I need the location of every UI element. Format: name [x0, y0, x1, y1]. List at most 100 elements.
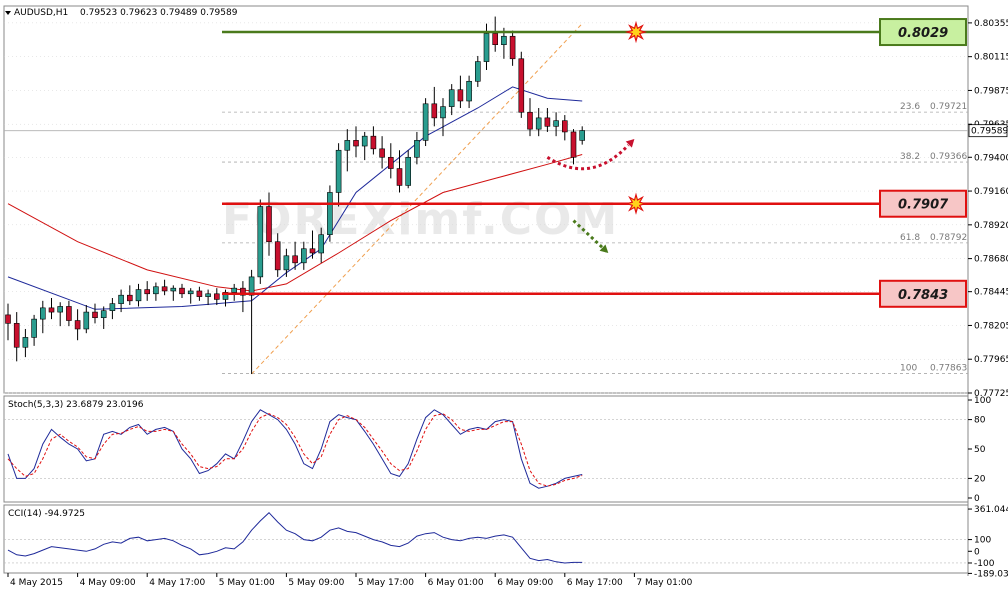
candle-body — [387, 156, 394, 169]
candle-body — [579, 130, 586, 141]
arrow-head-icon — [599, 244, 609, 253]
candle-body — [100, 310, 107, 319]
candle-body — [144, 289, 150, 295]
arrow-head-icon — [625, 138, 635, 148]
candle-body — [344, 140, 351, 151]
candle-body — [31, 318, 37, 338]
candle-body — [161, 286, 168, 292]
candle-body — [127, 294, 133, 302]
candle-body — [187, 290, 194, 295]
candle-body — [214, 293, 220, 300]
level-label: 0.8029 — [898, 26, 948, 41]
y-tick-label: 0.77725 — [974, 389, 1008, 399]
candle-body — [231, 287, 237, 293]
stoch-tick-label: 0 — [974, 494, 980, 504]
candle-body — [414, 140, 420, 158]
level-label: 0.7843 — [898, 288, 948, 303]
candle-body — [274, 241, 281, 271]
candle-body — [318, 234, 325, 254]
x-tick-label: 6 May 17:00 — [567, 578, 623, 588]
candle-body — [370, 135, 377, 150]
x-tick-label: 4 May 09:00 — [80, 578, 136, 588]
candle-body — [83, 311, 90, 330]
trendline — [251, 23, 583, 375]
candle-body — [509, 35, 516, 60]
candle-body — [379, 148, 385, 158]
stoch-tick-label: 100 — [974, 396, 991, 406]
chevron-down-icon[interactable] — [5, 11, 11, 15]
y-tick-label: 0.78680 — [974, 255, 1008, 265]
header: AUDUSD,H1 0.79523 0.79623 0.79489 0.7958… — [5, 8, 238, 18]
breakout-burst-icon — [624, 20, 648, 44]
candle-body — [396, 168, 403, 186]
candle-body — [353, 140, 359, 147]
fib-pct-label: 38.2 — [900, 152, 920, 162]
candle-body — [248, 276, 255, 296]
candle-body — [240, 287, 246, 296]
cci-panel — [3, 504, 969, 574]
candle-body — [483, 33, 490, 62]
current-price-label: 0.79589 — [971, 127, 1008, 137]
candle-body — [431, 103, 438, 119]
y-tick-label: 0.77965 — [974, 355, 1008, 365]
levels-layer: 0.8029 0.7907 0.7843 — [222, 18, 967, 308]
candle-body — [22, 337, 29, 348]
candle-body — [205, 293, 211, 297]
candle-body — [553, 120, 559, 127]
y-tick-label: 0.79400 — [974, 153, 1008, 163]
stoch-main-line — [7, 409, 583, 489]
x-tick-label: 7 May 01:00 — [636, 578, 692, 588]
candle-body — [501, 35, 507, 45]
fib-pct-label: 23.6 — [900, 102, 920, 112]
candle-body — [518, 58, 525, 113]
cci-tick-label: -189.0333 — [974, 569, 1008, 579]
candle-body — [74, 320, 81, 330]
candle-body — [5, 314, 11, 324]
y-tick-label: 0.79875 — [974, 86, 1008, 96]
candle-body — [544, 117, 551, 127]
y-tick-label: 0.80355 — [974, 19, 1008, 29]
price-layer — [5, 16, 586, 375]
x-tick-label: 6 May 09:00 — [497, 578, 553, 588]
stoch-panel — [3, 395, 969, 503]
x-tick-label: 6 May 01:00 — [428, 578, 484, 588]
y-tick-label: 0.78205 — [974, 321, 1008, 331]
candle-body — [109, 303, 116, 311]
cci-tick-label: -100 — [974, 559, 995, 569]
watermark-text: FOREXimf.COM — [222, 194, 619, 245]
candle-body — [405, 156, 412, 186]
fib-value-label: 0.77863 — [930, 364, 967, 374]
candle-body — [179, 287, 185, 295]
candle-body — [309, 248, 316, 254]
axis-layer: 0.803550.801150.798750.796350.794000.791… — [4, 19, 1008, 588]
x-tick-label: 4 May 17:00 — [149, 578, 205, 588]
y-tick-label: 0.78920 — [974, 221, 1008, 231]
stoch-tick-label: 50 — [974, 445, 986, 455]
x-tick-label: 4 May 2015 — [10, 578, 63, 588]
cci-tick-label: 100 — [974, 536, 991, 546]
symbol-label: AUDUSD,H1 — [14, 8, 68, 18]
fib-pct-label: 61.8 — [900, 233, 920, 243]
forecast-arrow — [546, 143, 630, 171]
candle-body — [222, 292, 229, 300]
fib-pct-label: 100 — [900, 364, 917, 374]
candle-body — [170, 287, 177, 292]
candle-body — [257, 206, 264, 278]
cci-layer: CCI(14) -94.9725 — [4, 509, 968, 564]
candle-body — [440, 106, 446, 119]
candle-body — [196, 290, 203, 297]
level-label: 0.7907 — [898, 198, 949, 213]
candle-body — [118, 294, 124, 304]
y-tick-label: 0.78445 — [974, 288, 1008, 298]
fib-value-label: 0.79366 — [930, 152, 967, 162]
candle-body — [135, 289, 142, 302]
candle-body — [92, 311, 98, 319]
current-price-box — [968, 124, 1008, 138]
cci-tick-label: 361.0445 — [974, 505, 1008, 515]
ma-fast-line — [7, 86, 583, 310]
fib-value-label: 0.79721 — [930, 102, 967, 112]
candle-body — [335, 149, 342, 193]
level-box — [879, 189, 967, 218]
